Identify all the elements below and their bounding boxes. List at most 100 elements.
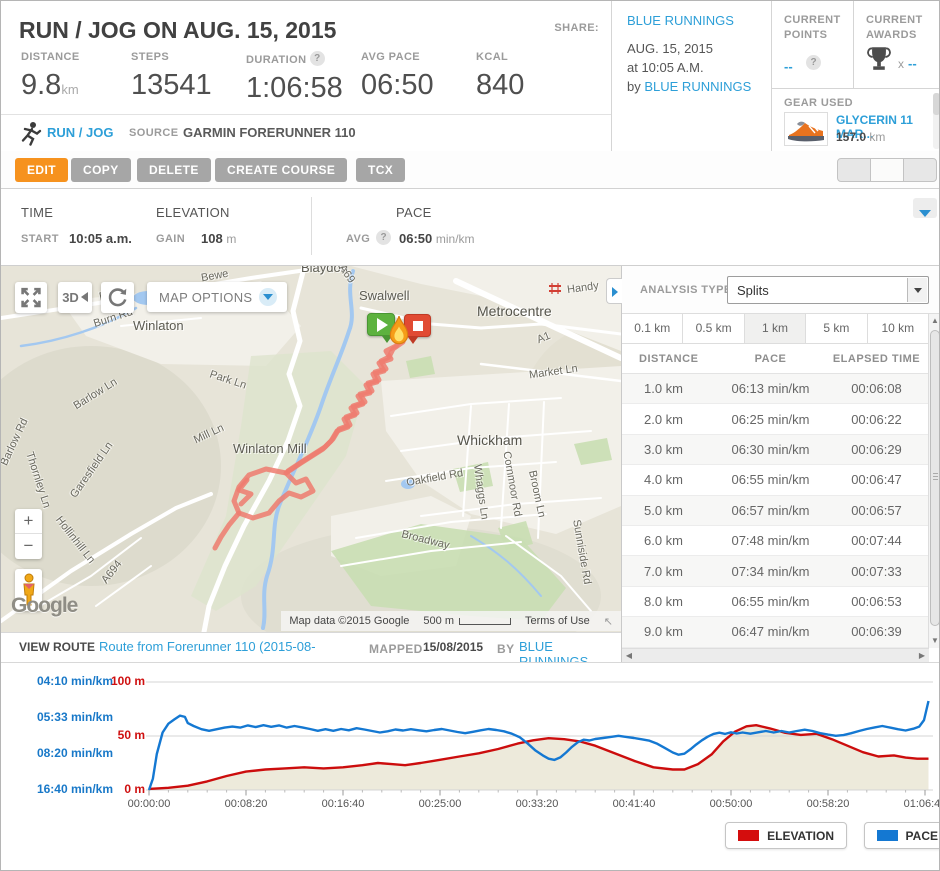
map-label: Winlaton xyxy=(133,318,184,333)
split-row[interactable]: 1.0 km 06:13 min/km 00:06:08 xyxy=(622,374,929,405)
split-elapsed-time: 00:06:53 xyxy=(851,593,902,609)
split-pace: 06:47 min/km xyxy=(731,624,810,640)
user-panel: BLUE RUNNINGS AUG. 15, 2015 at 10:05 A.M… xyxy=(611,1,771,151)
pace-axis-label: 04:10 min/km xyxy=(36,674,113,688)
help-icon[interactable]: ? xyxy=(806,55,821,70)
gear-scrollbar[interactable] xyxy=(933,93,939,149)
gear-name-link[interactable]: GLYCERIN 11 MAR... xyxy=(836,113,913,141)
gain-value: 108 xyxy=(201,231,223,246)
awards-times-label: x xyxy=(898,57,904,71)
start-marker[interactable] xyxy=(367,313,395,343)
pace-axis-label: 16:40 min/km xyxy=(36,782,113,796)
gain-label: GAIN xyxy=(156,233,186,245)
elevation-axis-label: 100 m xyxy=(110,674,145,688)
map-options-label: MAP OPTIONS xyxy=(159,289,253,305)
help-icon[interactable]: ? xyxy=(309,51,325,66)
stat-value: 13541 xyxy=(131,69,212,101)
rotate-icon xyxy=(108,288,127,307)
split-distance: 4.0 km xyxy=(644,472,684,488)
split-tab-1-km[interactable]: 1 km xyxy=(744,314,807,343)
avg-pace-unit: min/km xyxy=(435,232,475,246)
split-row[interactable]: 3.0 km 06:30 min/km 00:06:29 xyxy=(622,434,929,466)
split-row[interactable]: 6.0 km 07:48 min/km 00:07:44 xyxy=(622,526,929,557)
scale-bar xyxy=(458,617,511,625)
source-value: GARMIN FORERUNNER 110 xyxy=(183,125,356,140)
tcx-button[interactable]: TCX xyxy=(356,158,406,182)
scrollbar-thumb[interactable] xyxy=(930,330,939,626)
copy-button[interactable]: COPY xyxy=(71,158,131,182)
view-toggle-option[interactable] xyxy=(904,159,936,181)
chevron-down-icon xyxy=(259,288,278,306)
stat-duration: DURATION ? 1:06:58 xyxy=(246,51,343,105)
split-row[interactable]: 4.0 km 06:55 min/km 00:06:47 xyxy=(622,465,929,496)
split-tab-0.1-km[interactable]: 0.1 km xyxy=(622,314,684,343)
activity-date: AUG. 15, 2015 xyxy=(627,41,713,56)
edit-button[interactable]: EDIT xyxy=(15,158,68,182)
stop-icon xyxy=(413,321,423,331)
split-tab-10-km[interactable]: 10 km xyxy=(867,314,930,343)
pace-axis-label: 08:20 min/km xyxy=(36,746,113,760)
route-map[interactable]: BlaydonBeweB6317A69SwalwellHandyMetrocen… xyxy=(1,266,621,632)
x-axis-tick-label: 00:08:20 xyxy=(224,798,268,810)
scroll-down-arrow[interactable]: ▼ xyxy=(931,636,939,645)
split-tab-0.5-km[interactable]: 0.5 km xyxy=(683,314,745,343)
map-label: Swalwell xyxy=(359,288,410,303)
split-row[interactable]: 5.0 km 06:57 min/km 00:06:57 xyxy=(622,495,929,526)
gear-title: GEAR USED xyxy=(784,97,853,109)
collapse-details-button[interactable] xyxy=(913,198,937,218)
create-course-button[interactable]: CREATE COURSE xyxy=(215,158,348,182)
collapse-panel-button[interactable] xyxy=(606,278,622,304)
zoom-in-button[interactable]: + xyxy=(15,509,42,534)
pace-section-title: PACE xyxy=(396,205,432,220)
view-toggle-option-selected[interactable] xyxy=(871,159,904,181)
flame-marker[interactable] xyxy=(389,316,409,346)
fullscreen-button[interactable] xyxy=(15,282,47,313)
share-label: SHARE: xyxy=(554,22,599,34)
author-link[interactable]: BLUE RUNNINGS xyxy=(644,79,752,94)
split-row[interactable]: 8.0 km 06:55 min/km 00:06:53 xyxy=(622,587,929,618)
stat-label: DURATION xyxy=(246,54,307,66)
points-value: -- xyxy=(784,59,793,74)
split-pace: 07:34 min/km xyxy=(731,563,810,579)
end-marker[interactable] xyxy=(404,314,431,344)
split-row[interactable]: 2.0 km 06:25 min/km 00:06:22 xyxy=(622,404,929,435)
horizontal-scrollbar[interactable]: ◀ ▶ xyxy=(622,648,929,662)
chart-canvas[interactable] xyxy=(146,678,936,796)
help-icon[interactable]: ? xyxy=(376,230,391,245)
rail-station-icon xyxy=(549,283,561,294)
split-row[interactable]: 7.0 km 07:34 min/km 00:07:33 xyxy=(622,556,929,587)
elevation-legend-button[interactable]: ELEVATION xyxy=(725,822,847,849)
3d-view-button[interactable]: 3D xyxy=(58,282,92,313)
scroll-left-arrow[interactable]: ◀ xyxy=(625,651,633,660)
activity-type-link[interactable]: RUN / JOG xyxy=(47,125,114,140)
vertical-scrollbar[interactable]: ▲ ▼ xyxy=(928,314,939,648)
chevron-right-icon xyxy=(611,287,618,297)
view-toggle-option[interactable] xyxy=(838,159,871,181)
pegman-button[interactable] xyxy=(15,569,42,611)
stat-value: 1:06:58 xyxy=(246,72,343,104)
split-row[interactable]: 9.0 km 06:47 min/km 00:06:39 xyxy=(622,617,929,648)
scroll-right-arrow[interactable]: ▶ xyxy=(918,651,926,660)
google-logo: Google xyxy=(11,594,78,617)
user-name-link[interactable]: BLUE RUNNINGS xyxy=(627,13,734,28)
scroll-up-arrow[interactable]: ▲ xyxy=(931,316,939,325)
gear-distance-unit: km xyxy=(869,130,886,144)
awards-title: AWARDS xyxy=(866,29,917,41)
map-options-button[interactable]: MAP OPTIONS xyxy=(147,282,288,312)
split-distance: 5.0 km xyxy=(644,502,684,518)
view-route-bar: VIEW ROUTE Route from Forerunner 110 (20… xyxy=(1,632,621,669)
report-error-icon[interactable]: ↖ xyxy=(603,615,613,628)
zoom-out-button[interactable]: − xyxy=(23,536,34,555)
x-axis-tick-label: 01:06:40 xyxy=(903,798,940,810)
route-link[interactable]: Route from Forerunner 110 (2015-08- xyxy=(99,639,316,654)
activity-row: RUN / JOG SOURCE GARMIN FORERUNNER 110 xyxy=(1,115,611,151)
stat-label: AVG PACE xyxy=(361,51,421,63)
delete-button[interactable]: DELETE xyxy=(137,158,211,182)
main-area: BlaydonBeweB6317A69SwalwellHandyMetrocen… xyxy=(1,266,939,669)
analysis-type-select[interactable]: Splits xyxy=(727,276,929,304)
column-distance: DISTANCE xyxy=(639,352,699,365)
split-tab-5-km[interactable]: 5 km xyxy=(806,314,868,343)
terms-of-use-link[interactable]: Terms of Use xyxy=(524,615,590,627)
pace-legend-button[interactable]: PACE xyxy=(863,822,939,849)
rotate-button[interactable] xyxy=(101,282,134,313)
